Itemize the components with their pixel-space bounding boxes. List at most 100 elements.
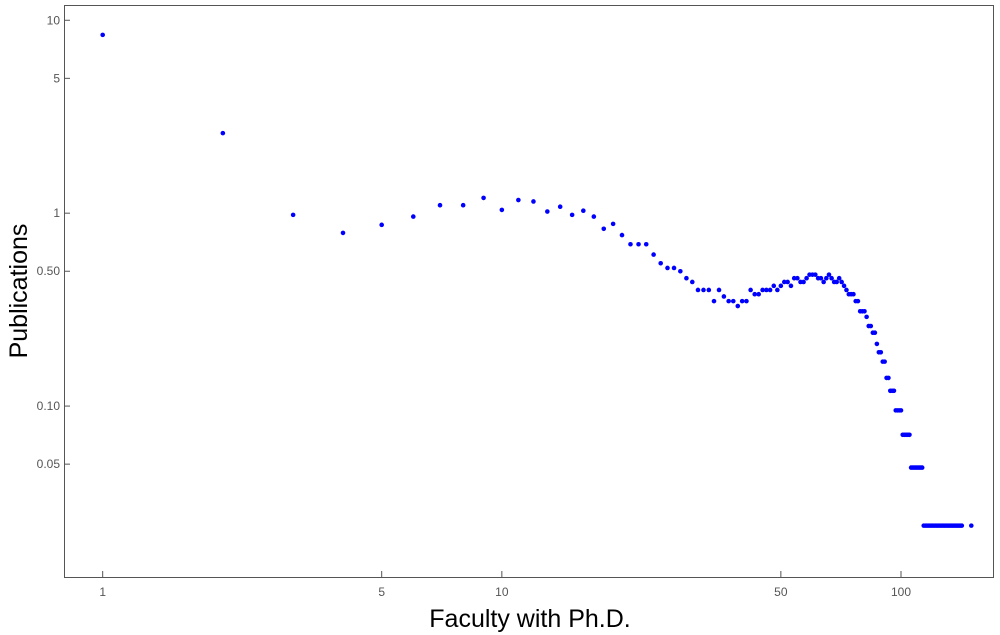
data-point xyxy=(499,207,505,213)
data-point xyxy=(826,272,832,277)
data-point xyxy=(778,283,784,289)
data-point xyxy=(695,287,701,293)
data-point xyxy=(340,230,346,236)
data-point xyxy=(844,287,849,293)
data-point xyxy=(636,241,641,247)
data-point xyxy=(959,523,965,528)
data-point xyxy=(643,241,649,247)
data-point xyxy=(658,260,663,266)
x-tick-label: 1 xyxy=(99,585,106,599)
data-point xyxy=(665,265,670,271)
data-point xyxy=(764,287,769,293)
y-tick-label: 0.50 xyxy=(37,264,61,278)
data-point xyxy=(795,275,800,281)
data-point xyxy=(379,222,384,228)
data-point xyxy=(760,287,765,293)
data-point xyxy=(601,226,607,232)
data-point xyxy=(767,287,773,293)
data-point xyxy=(610,221,616,227)
data-point xyxy=(791,275,797,281)
x-tick-label: 5 xyxy=(378,585,385,599)
data-point xyxy=(581,208,586,213)
data-point xyxy=(851,291,856,297)
data-point xyxy=(100,32,105,38)
data-point xyxy=(290,212,296,218)
data-point xyxy=(834,279,839,285)
x-tick-label: 50 xyxy=(774,585,788,599)
data-point xyxy=(726,298,731,304)
data-point xyxy=(531,199,536,204)
data-point xyxy=(813,272,818,277)
data-point xyxy=(701,287,706,293)
data-point xyxy=(919,465,925,470)
data-point xyxy=(804,275,809,281)
y-tick-label: 0.10 xyxy=(37,399,61,413)
data-point xyxy=(689,279,695,285)
data-point xyxy=(872,330,878,336)
data-point xyxy=(744,298,749,304)
data-point xyxy=(855,298,861,304)
data-point xyxy=(557,204,563,210)
data-point xyxy=(801,279,806,285)
x-axis-ticks: 1 5 10 50 100 xyxy=(99,571,911,599)
data-point xyxy=(569,212,575,218)
data-point xyxy=(628,241,633,247)
data-point xyxy=(771,283,777,289)
data-point xyxy=(716,287,722,293)
data-point xyxy=(829,275,834,281)
data-point xyxy=(841,283,847,289)
data-point xyxy=(864,314,869,320)
data-point xyxy=(684,275,689,281)
data-point xyxy=(756,291,761,297)
data-points xyxy=(100,32,974,528)
data-point xyxy=(882,359,887,364)
data-point xyxy=(824,275,829,281)
data-point xyxy=(739,298,745,304)
data-point xyxy=(410,214,416,219)
data-point xyxy=(619,232,625,238)
data-point xyxy=(886,375,891,381)
data-point xyxy=(969,523,974,528)
data-point xyxy=(874,341,880,347)
data-point xyxy=(748,287,753,293)
y-tick-label: 5 xyxy=(53,71,60,85)
y-tick-label: 10 xyxy=(47,13,61,27)
data-point xyxy=(752,291,758,297)
data-point xyxy=(788,283,794,289)
x-tick-label: 10 xyxy=(495,585,509,599)
data-point xyxy=(878,350,884,355)
data-point xyxy=(785,279,790,285)
data-point xyxy=(460,202,466,208)
data-point xyxy=(721,294,727,299)
data-point xyxy=(545,209,550,214)
x-tick-label: 100 xyxy=(891,585,911,599)
data-point xyxy=(481,195,486,201)
data-point xyxy=(868,323,874,329)
data-point xyxy=(651,252,656,257)
y-tick-label: 0.05 xyxy=(37,457,61,471)
data-point xyxy=(735,303,741,309)
data-point xyxy=(711,298,717,304)
data-point xyxy=(678,268,683,274)
data-point xyxy=(821,279,826,285)
data-point xyxy=(891,388,897,394)
data-point xyxy=(706,287,712,293)
data-point xyxy=(220,130,226,136)
plot-frame xyxy=(64,5,994,578)
data-point xyxy=(591,214,597,219)
data-point xyxy=(775,287,780,293)
data-point xyxy=(671,265,677,271)
data-point xyxy=(437,202,443,208)
data-point xyxy=(907,432,912,438)
y-axis-ticks: 0.05 0.10 0.50 1 5 10 xyxy=(37,13,70,471)
data-point xyxy=(818,275,824,281)
data-point xyxy=(781,279,787,285)
y-tick-label: 1 xyxy=(53,206,60,220)
data-point xyxy=(836,275,842,281)
data-point xyxy=(730,298,736,304)
data-point xyxy=(839,279,844,285)
x-axis-title: Faculty with Ph.D. xyxy=(429,605,630,633)
data-point xyxy=(516,197,521,203)
data-point xyxy=(862,308,867,314)
